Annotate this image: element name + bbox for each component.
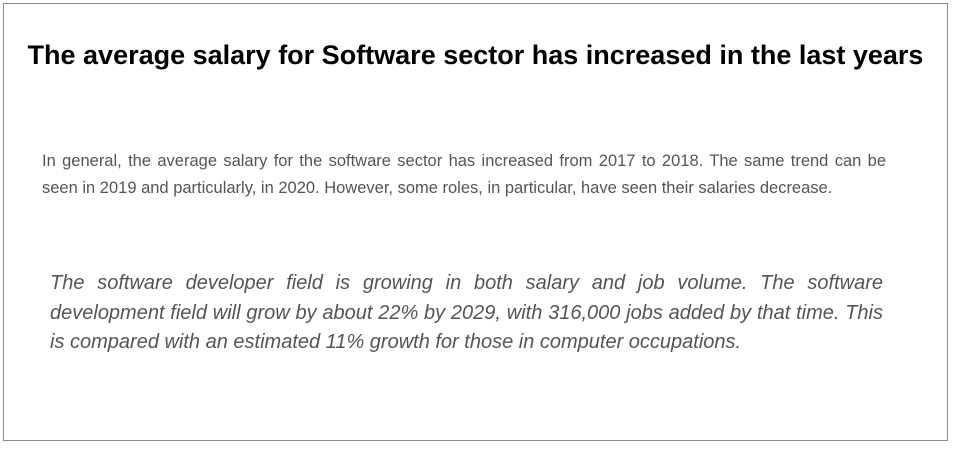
content-card: The average salary for Software sector h… xyxy=(3,3,948,441)
summary-paragraph: In general, the average salary for the s… xyxy=(42,152,886,197)
page-title: The average salary for Software sector h… xyxy=(27,40,924,70)
quote-paragraph: The software developer field is growing … xyxy=(50,272,883,353)
